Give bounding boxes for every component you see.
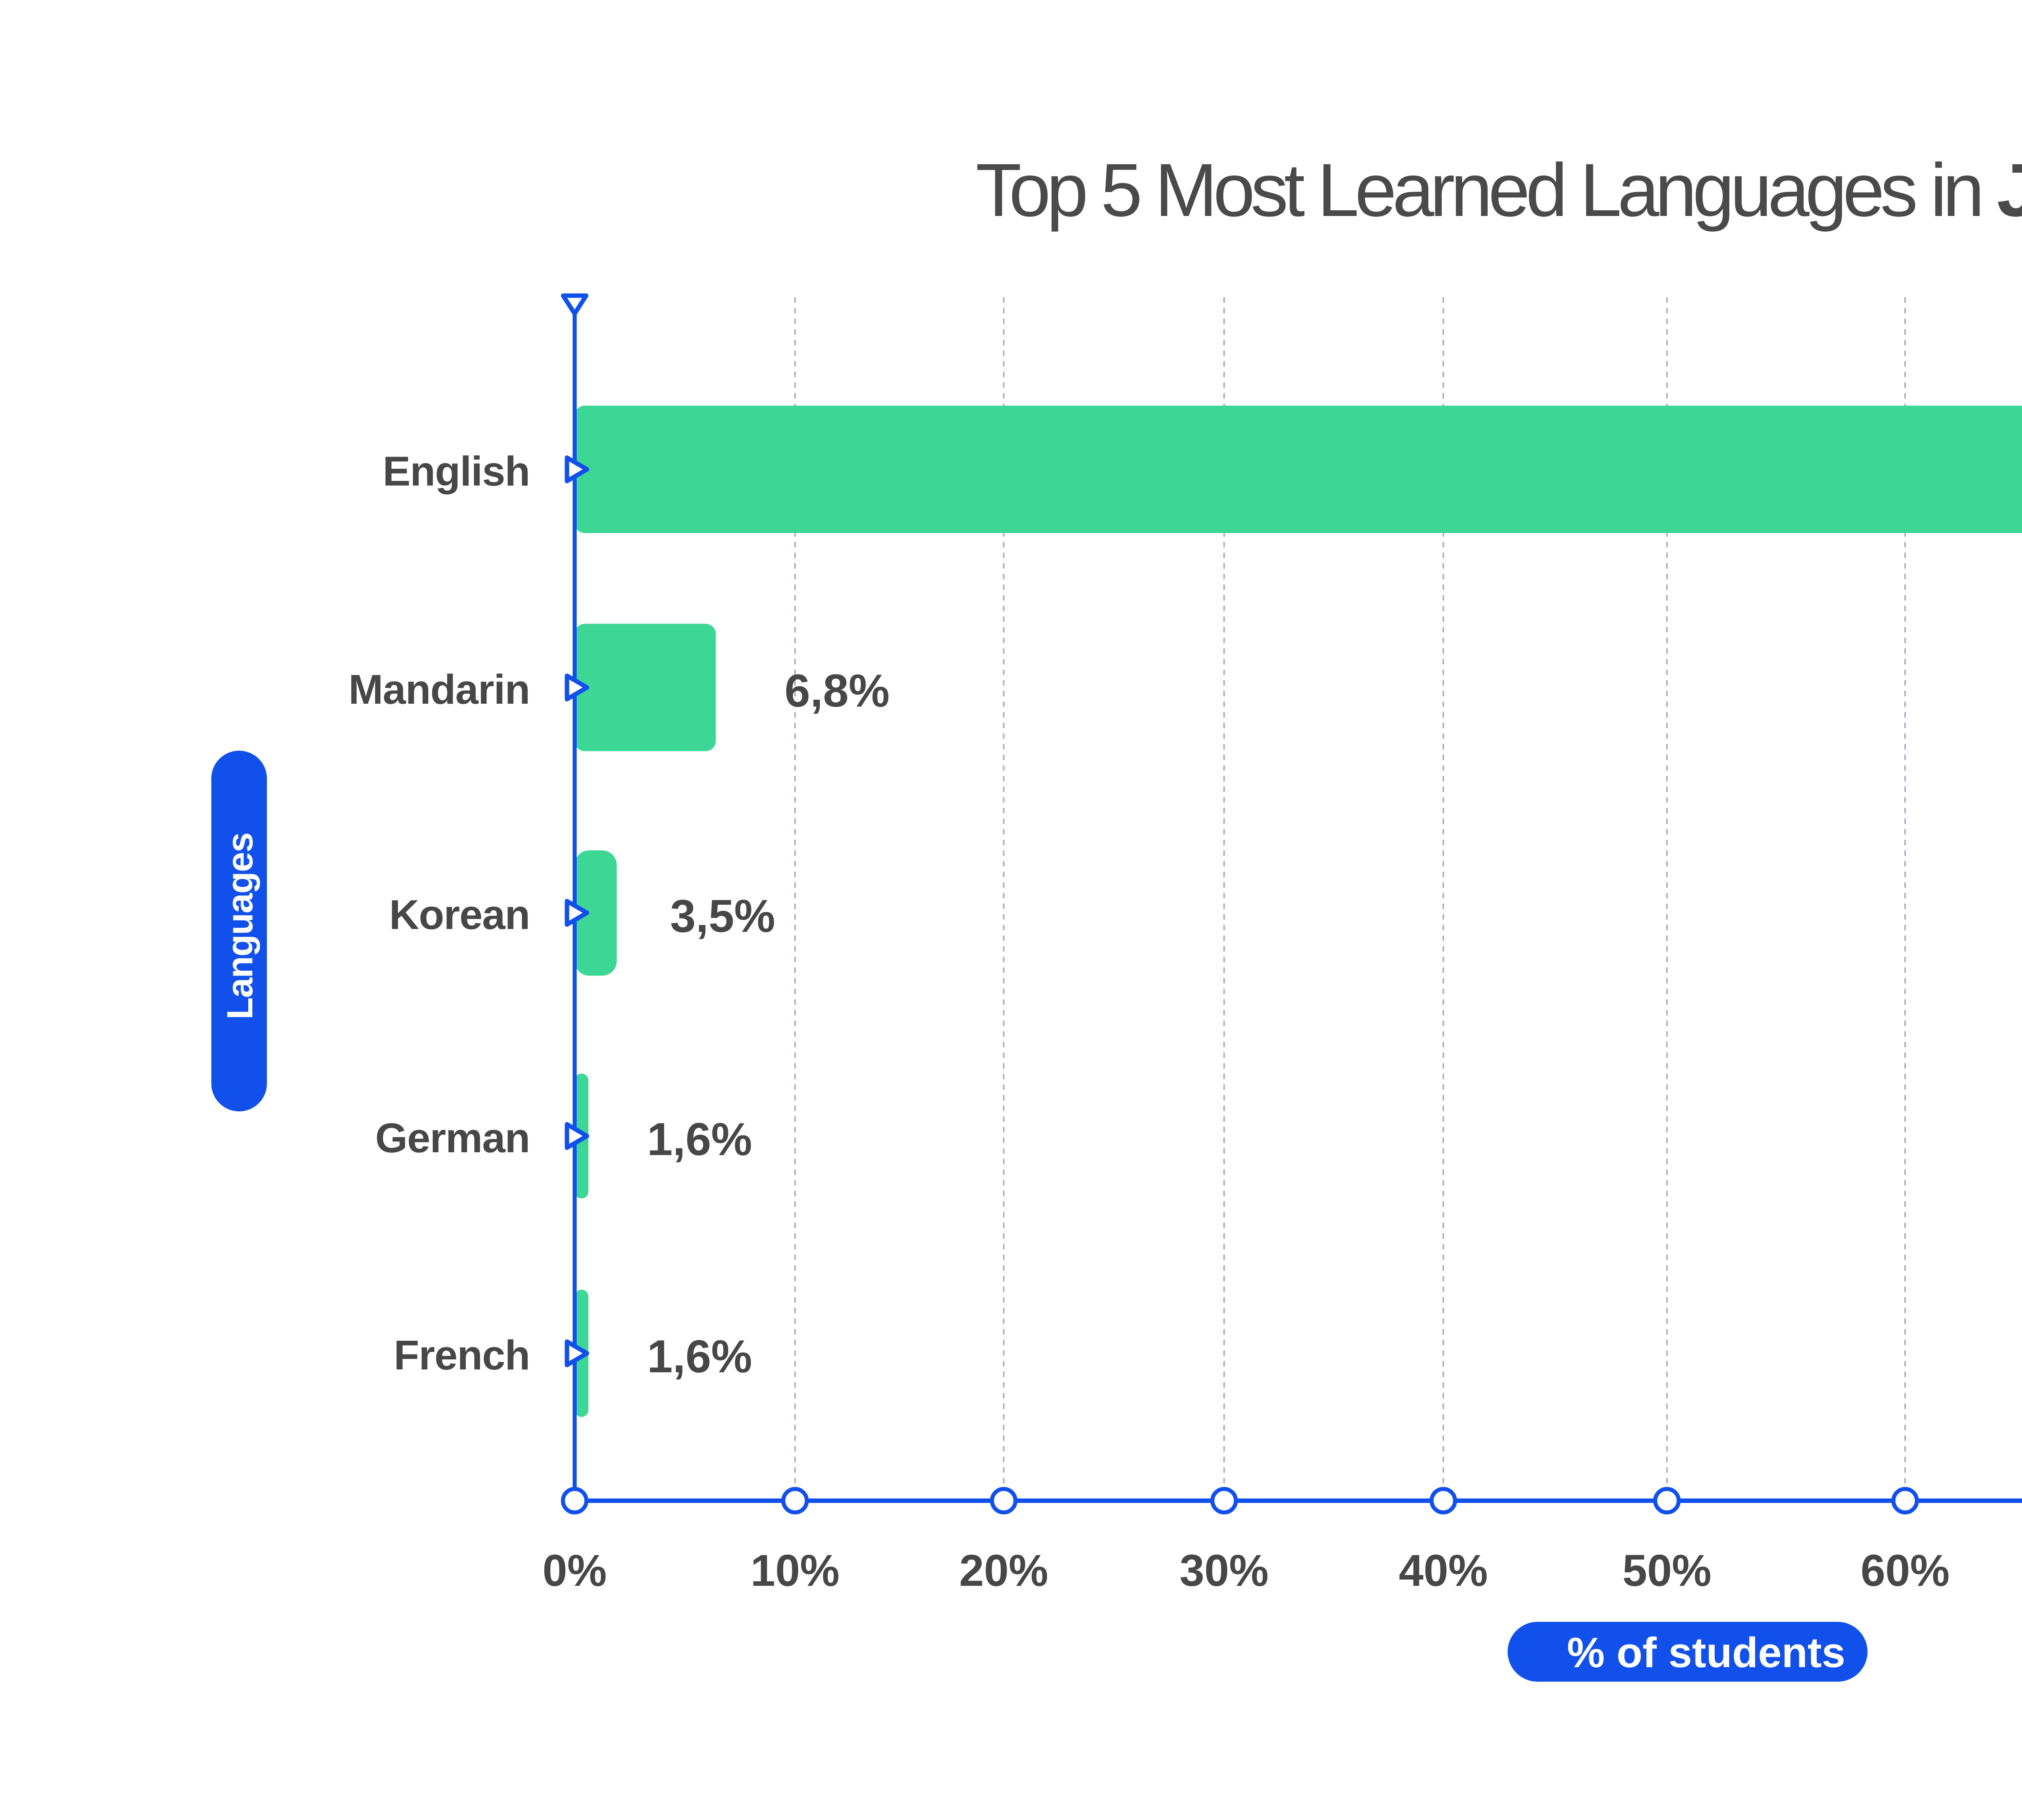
svg-text:English: English [383, 448, 530, 495]
svg-text:1,6%: 1,6% [647, 1331, 752, 1382]
svg-text:6,8%: 6,8% [785, 665, 890, 717]
svg-text:20%: 20% [959, 1546, 1048, 1596]
svg-text:German: German [375, 1115, 530, 1161]
svg-text:Top 5 Most Learned Languages i: Top 5 Most Learned Languages in Japan (2… [976, 148, 2022, 232]
svg-text:Languages: Languages [220, 833, 260, 1020]
svg-text:50%: 50% [1622, 1546, 1711, 1596]
svg-text:10%: 10% [751, 1546, 840, 1596]
svg-text:60%: 60% [1861, 1546, 1950, 1596]
svg-text:Mandarin: Mandarin [349, 666, 530, 713]
svg-text:40%: 40% [1399, 1546, 1488, 1596]
svg-text:1,6%: 1,6% [647, 1114, 752, 1165]
svg-text:30%: 30% [1180, 1546, 1269, 1596]
svg-text:% of students: % of students [1567, 1629, 1845, 1676]
svg-text:3,5%: 3,5% [670, 891, 775, 942]
svg-text:0%: 0% [543, 1546, 607, 1596]
svg-text:French: French [394, 1332, 530, 1378]
svg-text:Korean: Korean [389, 891, 530, 938]
